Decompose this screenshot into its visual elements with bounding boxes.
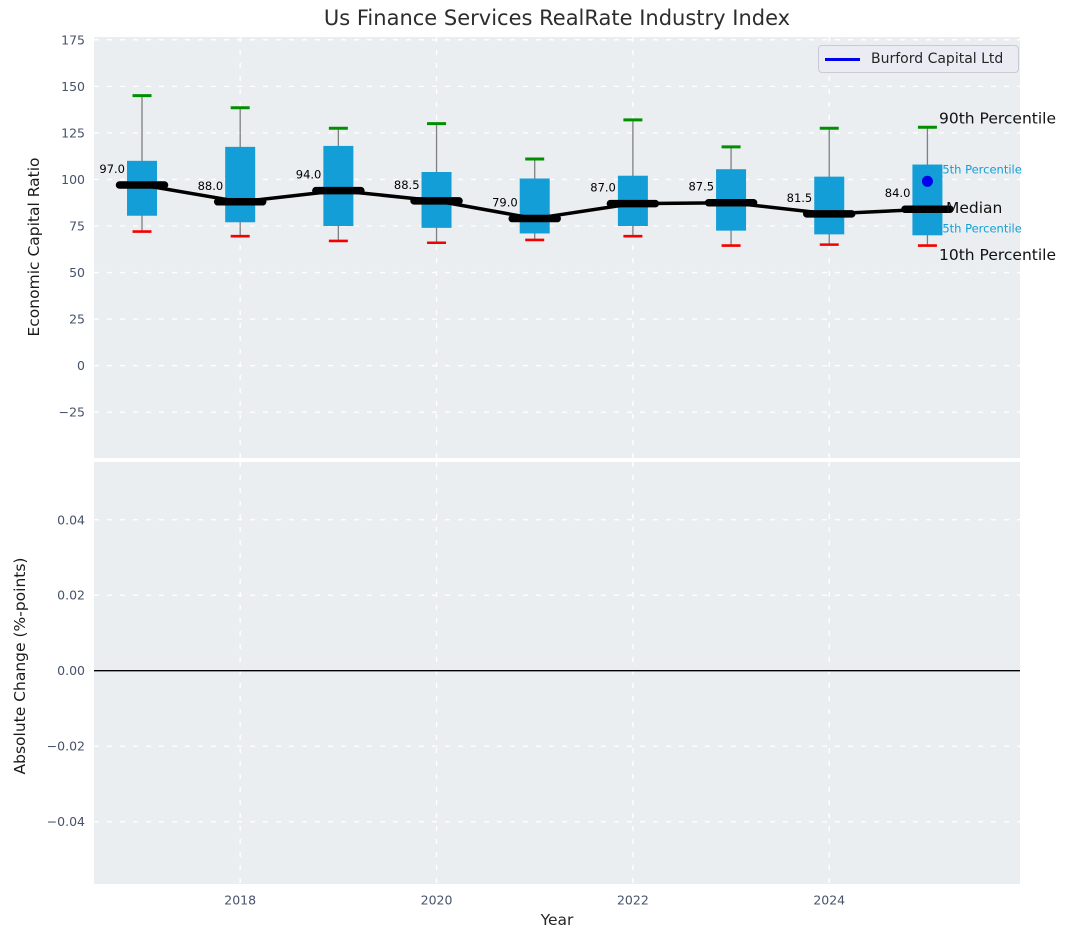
ytick-top: 100 xyxy=(61,172,85,187)
median-value-label: 87.5 xyxy=(688,180,714,194)
annotation-75th-percentile: 75th Percentile xyxy=(935,163,1022,177)
ytick-top: 75 xyxy=(69,218,85,233)
annotation-25th-percentile: 25th Percentile xyxy=(935,221,1022,235)
xtick-year: 2020 xyxy=(421,893,453,908)
xtick-year: 2022 xyxy=(617,893,649,908)
ytick-top: −25 xyxy=(59,405,85,420)
ylabel-economic-capital-ratio: Economic Capital Ratio xyxy=(25,157,43,337)
median-value-label: 81.5 xyxy=(787,191,813,205)
ytick-bottom: −0.02 xyxy=(47,739,85,754)
iqr-box xyxy=(912,164,943,236)
axes-top-background xyxy=(94,37,1020,458)
ytick-top: 50 xyxy=(69,265,85,280)
iqr-box xyxy=(323,145,354,226)
xlabel-year: Year xyxy=(540,911,574,929)
ytick-bottom: 0.04 xyxy=(57,512,85,527)
legend-label: Burford Capital Ltd xyxy=(871,51,1004,67)
annotation-10th-percentile: 10th Percentile xyxy=(939,246,1056,264)
annotation-90th-percentile: 90th Percentile xyxy=(939,109,1056,127)
axes-bottom-background xyxy=(94,462,1020,884)
median-value-label: 88.5 xyxy=(394,178,420,192)
iqr-box xyxy=(519,178,550,234)
xtick-year: 2018 xyxy=(224,893,256,908)
ylabel-absolute-change: Absolute Change (%-points) xyxy=(11,557,29,775)
legend-line-swatch xyxy=(825,57,860,61)
median-value-label: 94.0 xyxy=(296,168,322,182)
ytick-top: 0 xyxy=(77,358,85,373)
ytick-top: 175 xyxy=(61,32,85,47)
ytick-bottom: 0.02 xyxy=(57,588,85,603)
xtick-year: 2024 xyxy=(813,893,845,908)
ytick-bottom: −0.04 xyxy=(47,814,85,829)
annotation-median: Median xyxy=(946,199,1002,217)
ytick-top: 25 xyxy=(69,312,85,327)
median-value-label: 88.0 xyxy=(198,179,224,193)
median-value-label: 79.0 xyxy=(492,196,518,210)
iqr-box xyxy=(225,146,256,223)
median-value-label: 97.0 xyxy=(99,162,125,176)
legend: Burford Capital Ltd xyxy=(818,45,1019,73)
company-point-burford-capital xyxy=(921,175,933,187)
median-value-label: 87.0 xyxy=(590,181,616,195)
iqr-box xyxy=(814,176,845,235)
chart-title: Us Finance Services RealRate Industry In… xyxy=(323,6,791,30)
ytick-top: 125 xyxy=(61,125,85,140)
ytick-bottom: 0.00 xyxy=(57,663,85,678)
median-value-label: 84.0 xyxy=(885,186,911,200)
ytick-top: 150 xyxy=(61,79,85,94)
